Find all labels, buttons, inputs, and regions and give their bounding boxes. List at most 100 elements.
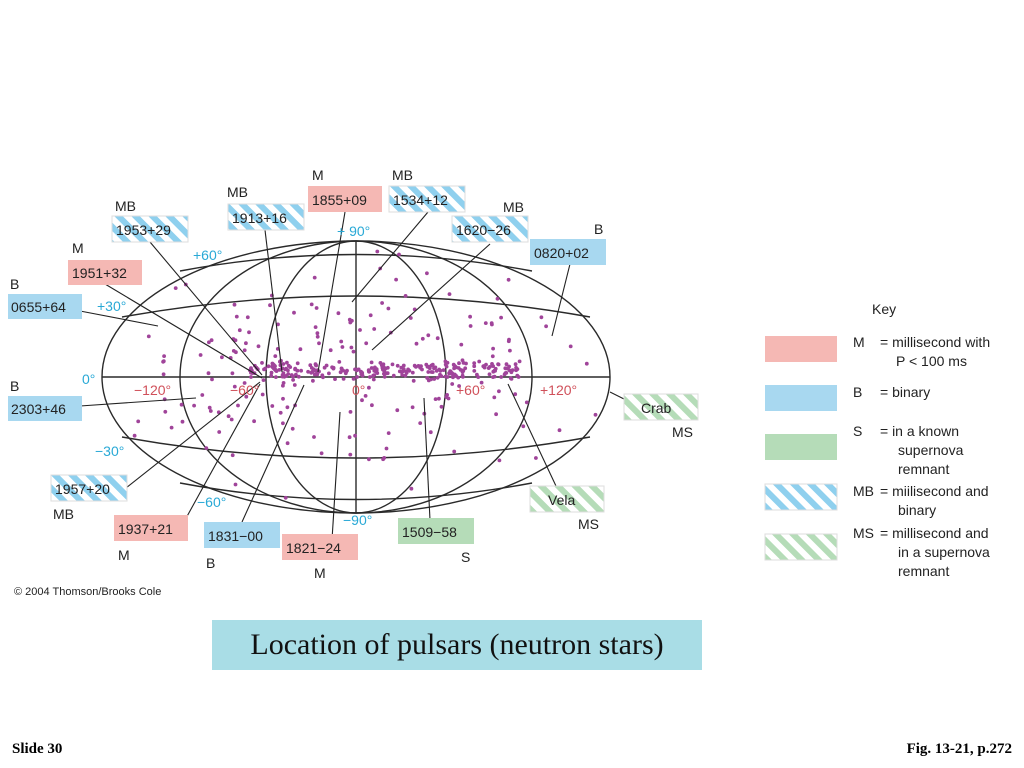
lat-label-30s: −30° xyxy=(95,443,124,459)
pulsar-dot xyxy=(426,378,431,383)
pulsar-dot xyxy=(409,486,414,491)
pulsar-dot xyxy=(337,360,342,364)
key-desc-line: = millisecond and xyxy=(880,525,989,541)
pulsar-dot xyxy=(162,354,167,358)
pulsar-dot xyxy=(408,316,413,320)
pulsar-dot xyxy=(217,430,222,434)
pulsar-dot xyxy=(309,370,314,375)
pulsar-dot xyxy=(516,375,521,379)
key-entry-m: M = millisecond with P < 100 ms xyxy=(765,334,990,369)
pulsar-dot xyxy=(460,368,465,373)
key-entry-ms: MS = millisecond and in a supernova remn… xyxy=(764,525,990,579)
pulsar-dot xyxy=(524,400,529,405)
pulsar-dot xyxy=(452,366,456,371)
pulsar-dot xyxy=(445,360,450,365)
pulsar-dot xyxy=(294,372,298,377)
pulsar-dot xyxy=(291,374,295,379)
pulsar-dot xyxy=(539,315,544,320)
key-entry-s: S = in a known supernova remnant xyxy=(765,423,964,477)
pulsar-label-1821-24: 1821−24 M xyxy=(282,534,358,581)
pulsar-dot xyxy=(233,482,238,487)
pulsar-box-m xyxy=(282,534,358,560)
pulsar-dot xyxy=(273,364,277,369)
pulsar-dot xyxy=(372,373,377,377)
pulsar-dot xyxy=(407,368,412,373)
pulsar-dot xyxy=(368,313,373,318)
pulsar-dot xyxy=(502,372,507,377)
pulsar-dot xyxy=(233,338,238,343)
pulsar-dot xyxy=(306,369,310,374)
pulsar-dot xyxy=(374,367,379,372)
pulsar-dot xyxy=(260,392,265,397)
pulsar-dot xyxy=(414,341,419,346)
pulsar-dot xyxy=(517,359,522,364)
pulsar-dot xyxy=(274,375,278,379)
pulsar-dot xyxy=(433,397,438,401)
pulsar-dot xyxy=(434,369,439,373)
slide-caption: Location of pulsars (neutron stars) xyxy=(212,620,702,670)
pulsar-dot xyxy=(437,396,441,401)
pulsar-dot xyxy=(386,306,391,311)
key-desc-line: in a supernova xyxy=(898,544,990,560)
key-legend: Key M = millisecond with P < 100 ms B = … xyxy=(764,301,990,579)
pulsar-dot xyxy=(331,365,336,370)
pulsar-id: 1831−00 xyxy=(208,528,263,544)
pulsar-dot xyxy=(514,368,518,373)
pulsar-dot xyxy=(312,275,317,280)
key-desc-line: P < 100 ms xyxy=(896,353,967,369)
pulsar-box-mb xyxy=(451,215,529,243)
pulsar-dot xyxy=(433,365,438,370)
pulsar-type-code: MB xyxy=(53,506,74,522)
pulsar-dot xyxy=(479,380,484,385)
pulsar-dot xyxy=(425,271,429,276)
pulsar-type-code: B xyxy=(206,555,215,571)
pulsar-dot xyxy=(445,375,450,379)
pulsar-dot xyxy=(314,306,319,310)
pulsar-dot xyxy=(247,330,251,335)
pulsar-dot xyxy=(230,371,235,376)
pulsar-dot xyxy=(356,367,361,372)
pulsar-dot xyxy=(234,314,239,319)
pulsar-dot xyxy=(568,344,573,349)
pulsar-dot xyxy=(338,370,343,375)
pulsar-dot xyxy=(463,366,468,371)
pulsar-label-1957-20: 1957+20 MB xyxy=(50,474,128,522)
pulsar-dot xyxy=(315,372,320,377)
pulsar-dot xyxy=(276,322,280,327)
pulsar-dot xyxy=(369,360,374,365)
pulsar-dot xyxy=(506,277,511,282)
pulsar-type-code: M xyxy=(72,240,84,256)
pulsar-dot xyxy=(490,354,495,359)
lon-label-minus120: −120° xyxy=(134,382,171,398)
pulsar-box-b xyxy=(8,294,82,319)
pulsar-dot xyxy=(461,375,465,379)
pulsar-dot xyxy=(312,435,316,439)
pulsar-dot xyxy=(348,452,353,457)
pulsar-dot xyxy=(132,433,137,438)
parallel-minus60 xyxy=(179,482,533,501)
pulsar-dot xyxy=(397,252,401,257)
pulsar-dot xyxy=(200,393,205,397)
pulsar-dot xyxy=(207,405,212,410)
pulsar-box-ms xyxy=(623,393,699,421)
pulsar-type-code: MB xyxy=(503,199,524,215)
pulsar-dot xyxy=(210,377,214,382)
pulsar-dot xyxy=(382,456,387,460)
pulsar-dot xyxy=(482,364,486,368)
pulsar-dot xyxy=(327,371,331,376)
pulsar-dot xyxy=(347,317,352,322)
pulsar-dot xyxy=(285,360,289,365)
key-desc-line: = in a known xyxy=(880,423,959,439)
key-desc-line: remnant xyxy=(898,563,949,579)
pulsar-dot xyxy=(504,362,509,367)
pulsar-dot xyxy=(161,372,166,377)
pulsar-dot xyxy=(439,374,444,378)
pulsar-dot xyxy=(270,404,275,408)
pulsar-dot xyxy=(320,373,325,378)
pulsar-dot xyxy=(234,350,238,355)
pulsar-id: 1913+16 xyxy=(232,210,287,226)
pulsar-dot xyxy=(348,320,353,325)
pulsar-box-m xyxy=(308,186,382,212)
pulsar-labels: M 1855+09 MB 1534+12 MB 1913+16 MB 1953+… xyxy=(8,167,699,581)
